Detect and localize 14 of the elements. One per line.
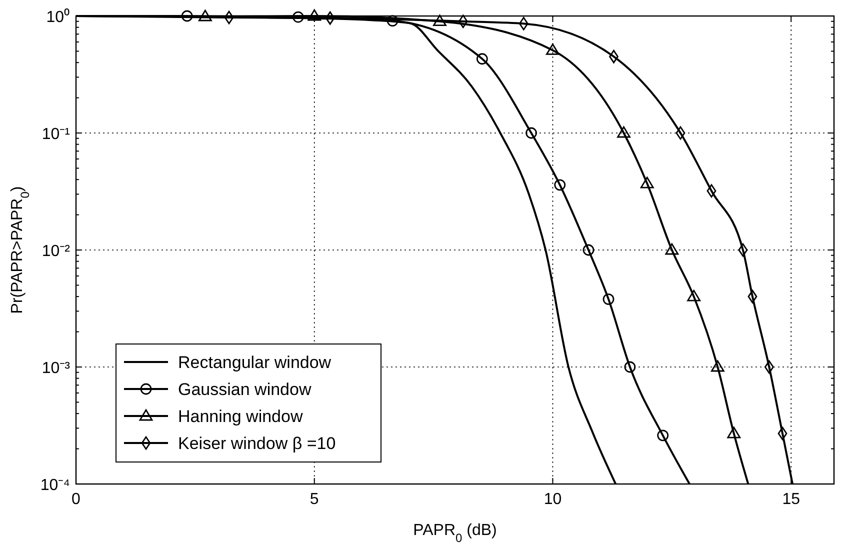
x-axis-title: PAPR$_{0}$ (dB)	[413, 522, 497, 545]
legend-label: Gaussian window	[178, 380, 312, 399]
x-tick-label: 5	[310, 491, 319, 508]
y-tick-label: 10⁰	[46, 8, 70, 26]
x-tick-label: 0	[72, 491, 81, 508]
y-tick-label: 10⁻⁴	[40, 477, 70, 494]
legend-label: Hanning window	[178, 407, 304, 426]
legend-label: Rectangular window	[178, 353, 332, 372]
x-tick-label: 10	[544, 491, 562, 508]
y-tick-label: 10⁻²	[42, 243, 71, 260]
x-tick-label: 15	[782, 491, 800, 508]
y-tick-label: 10⁻¹	[42, 126, 70, 143]
y-tick-label: 10⁻³	[42, 360, 71, 377]
legend-label: Keiser window β =10	[178, 434, 336, 453]
